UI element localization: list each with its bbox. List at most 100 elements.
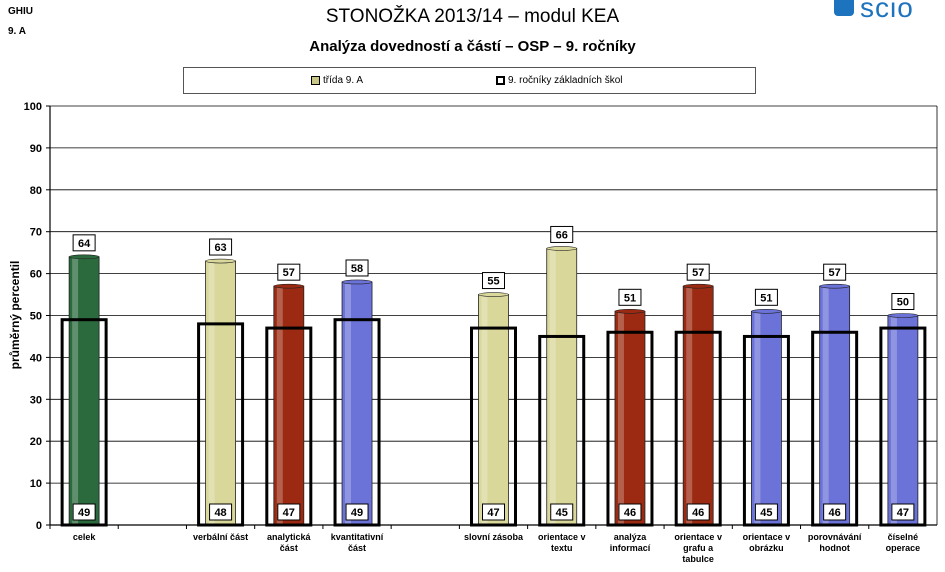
class-bar-cap — [682, 283, 714, 289]
x-tick-label: informací — [610, 543, 651, 553]
schools-bar — [470, 326, 517, 527]
class-bar-cap — [68, 254, 100, 260]
class-bar — [205, 260, 236, 526]
class-bar — [682, 285, 714, 526]
schools-value-label: 46 — [829, 507, 841, 519]
y-tick-label: 90 — [30, 143, 42, 155]
schools-value-label: 46 — [692, 507, 704, 519]
x-tick-label: tabulce — [682, 554, 714, 564]
schools-value-label: 49 — [351, 507, 363, 519]
y-tick-label: 80 — [30, 185, 42, 197]
schools-value-box — [277, 503, 301, 521]
schools-bar — [879, 326, 927, 527]
class-bar-cap — [478, 292, 509, 297]
x-tick-label: operace — [886, 543, 921, 553]
schools-value-box — [686, 503, 710, 521]
class-value-label: 58 — [351, 263, 363, 275]
schools-bar — [811, 330, 859, 527]
x-tick-label: orientace v — [743, 532, 791, 542]
schools-bar — [538, 334, 586, 527]
y-tick-label: 30 — [30, 394, 42, 406]
x-tick-label: hodnot — [819, 543, 850, 553]
class-value-box — [891, 293, 915, 310]
x-tick-label: slovní zásoba — [464, 532, 524, 542]
x-tick-label: číselné — [888, 532, 919, 542]
schools-value-label: 45 — [760, 507, 772, 519]
schools-bar — [674, 330, 722, 527]
class-bar-highlight — [549, 248, 556, 525]
class-value-box — [277, 263, 301, 281]
class-value-label: 66 — [556, 229, 568, 241]
logo-text: scio — [860, 0, 914, 23]
class-value-box — [209, 238, 233, 256]
schools-bar — [333, 318, 381, 527]
class-bar-highlight — [686, 286, 693, 525]
y-tick-label: 10 — [30, 478, 42, 490]
scio-logo: scio — [834, 0, 944, 24]
class-value-box — [754, 288, 778, 306]
y-tick-label: 60 — [30, 269, 42, 281]
schools-value-box — [209, 503, 233, 521]
class-value-label: 57 — [829, 267, 841, 279]
class-bar — [273, 285, 305, 526]
x-tick-label: obrázku — [749, 543, 784, 553]
y-tick-label: 40 — [30, 352, 42, 364]
schools-value-box — [345, 503, 369, 521]
class-value-label: 57 — [692, 267, 704, 279]
class-value-box — [618, 288, 642, 306]
x-tick-label: porovnávání — [808, 532, 862, 542]
schools-value-label: 49 — [78, 507, 90, 519]
class-bar-highlight — [208, 261, 215, 525]
x-tick-label: analytická — [267, 532, 312, 542]
class-bar — [68, 256, 100, 526]
class-value-label: 51 — [624, 292, 636, 304]
legend-label-schools: 9. ročníky základních škol — [508, 75, 623, 86]
class-bar-highlight — [822, 286, 829, 525]
class-bar-cap — [341, 279, 373, 285]
x-tick-label: analýza — [614, 532, 648, 542]
y-tick-label: 70 — [30, 227, 42, 239]
class-bar-highlight — [481, 294, 488, 525]
schools-value-box — [550, 503, 574, 521]
class-value-label: 51 — [760, 292, 772, 304]
class-bar-cap — [273, 283, 305, 289]
chart-legend: třída 9. A 9. ročníky základních škol — [183, 67, 756, 94]
class-value-label: 50 — [897, 297, 909, 309]
class-value-box — [345, 259, 369, 277]
class-value-box — [823, 263, 847, 281]
x-tick-label: grafu a — [683, 543, 714, 553]
class-bar-highlight — [754, 311, 761, 525]
schools-value-box — [823, 503, 847, 521]
x-tick-label: orientace v — [674, 532, 722, 542]
y-tick-label: 100 — [24, 101, 42, 113]
class-bar-highlight — [617, 311, 624, 525]
schools-value-box — [482, 503, 505, 521]
class-bar-cap — [887, 313, 919, 318]
class-bar-cap — [546, 246, 578, 251]
class-bar-highlight — [345, 281, 352, 525]
x-tick-label: část — [280, 543, 298, 553]
class-value-label: 63 — [214, 242, 226, 254]
schools-bar — [60, 318, 108, 527]
x-tick-label: orientace v — [538, 532, 586, 542]
schools-value-box — [618, 503, 642, 521]
class-bar — [614, 310, 646, 526]
class-value-box — [550, 225, 574, 243]
schools-bar — [265, 326, 313, 527]
legend-swatch-class — [311, 76, 320, 85]
x-tick-label: kvantitativní — [331, 532, 384, 542]
x-tick-label: celek — [73, 532, 97, 542]
legend-item-schools: 9. ročníky základních škol — [496, 75, 623, 86]
class-value-box — [686, 263, 710, 281]
chart-subtitle: Analýza dovedností a částí – OSP – 9. ro… — [309, 38, 636, 55]
y-tick-label: 0 — [36, 520, 42, 532]
schools-value-label: 45 — [556, 507, 568, 519]
class-bar-highlight — [890, 315, 897, 525]
class-value-label: 64 — [78, 238, 91, 250]
schools-value-label: 47 — [283, 507, 295, 519]
schools-value-label: 48 — [214, 507, 226, 519]
class-bar-highlight — [72, 256, 79, 525]
schools-bar — [606, 330, 654, 527]
class-name: 9. A — [8, 26, 26, 37]
